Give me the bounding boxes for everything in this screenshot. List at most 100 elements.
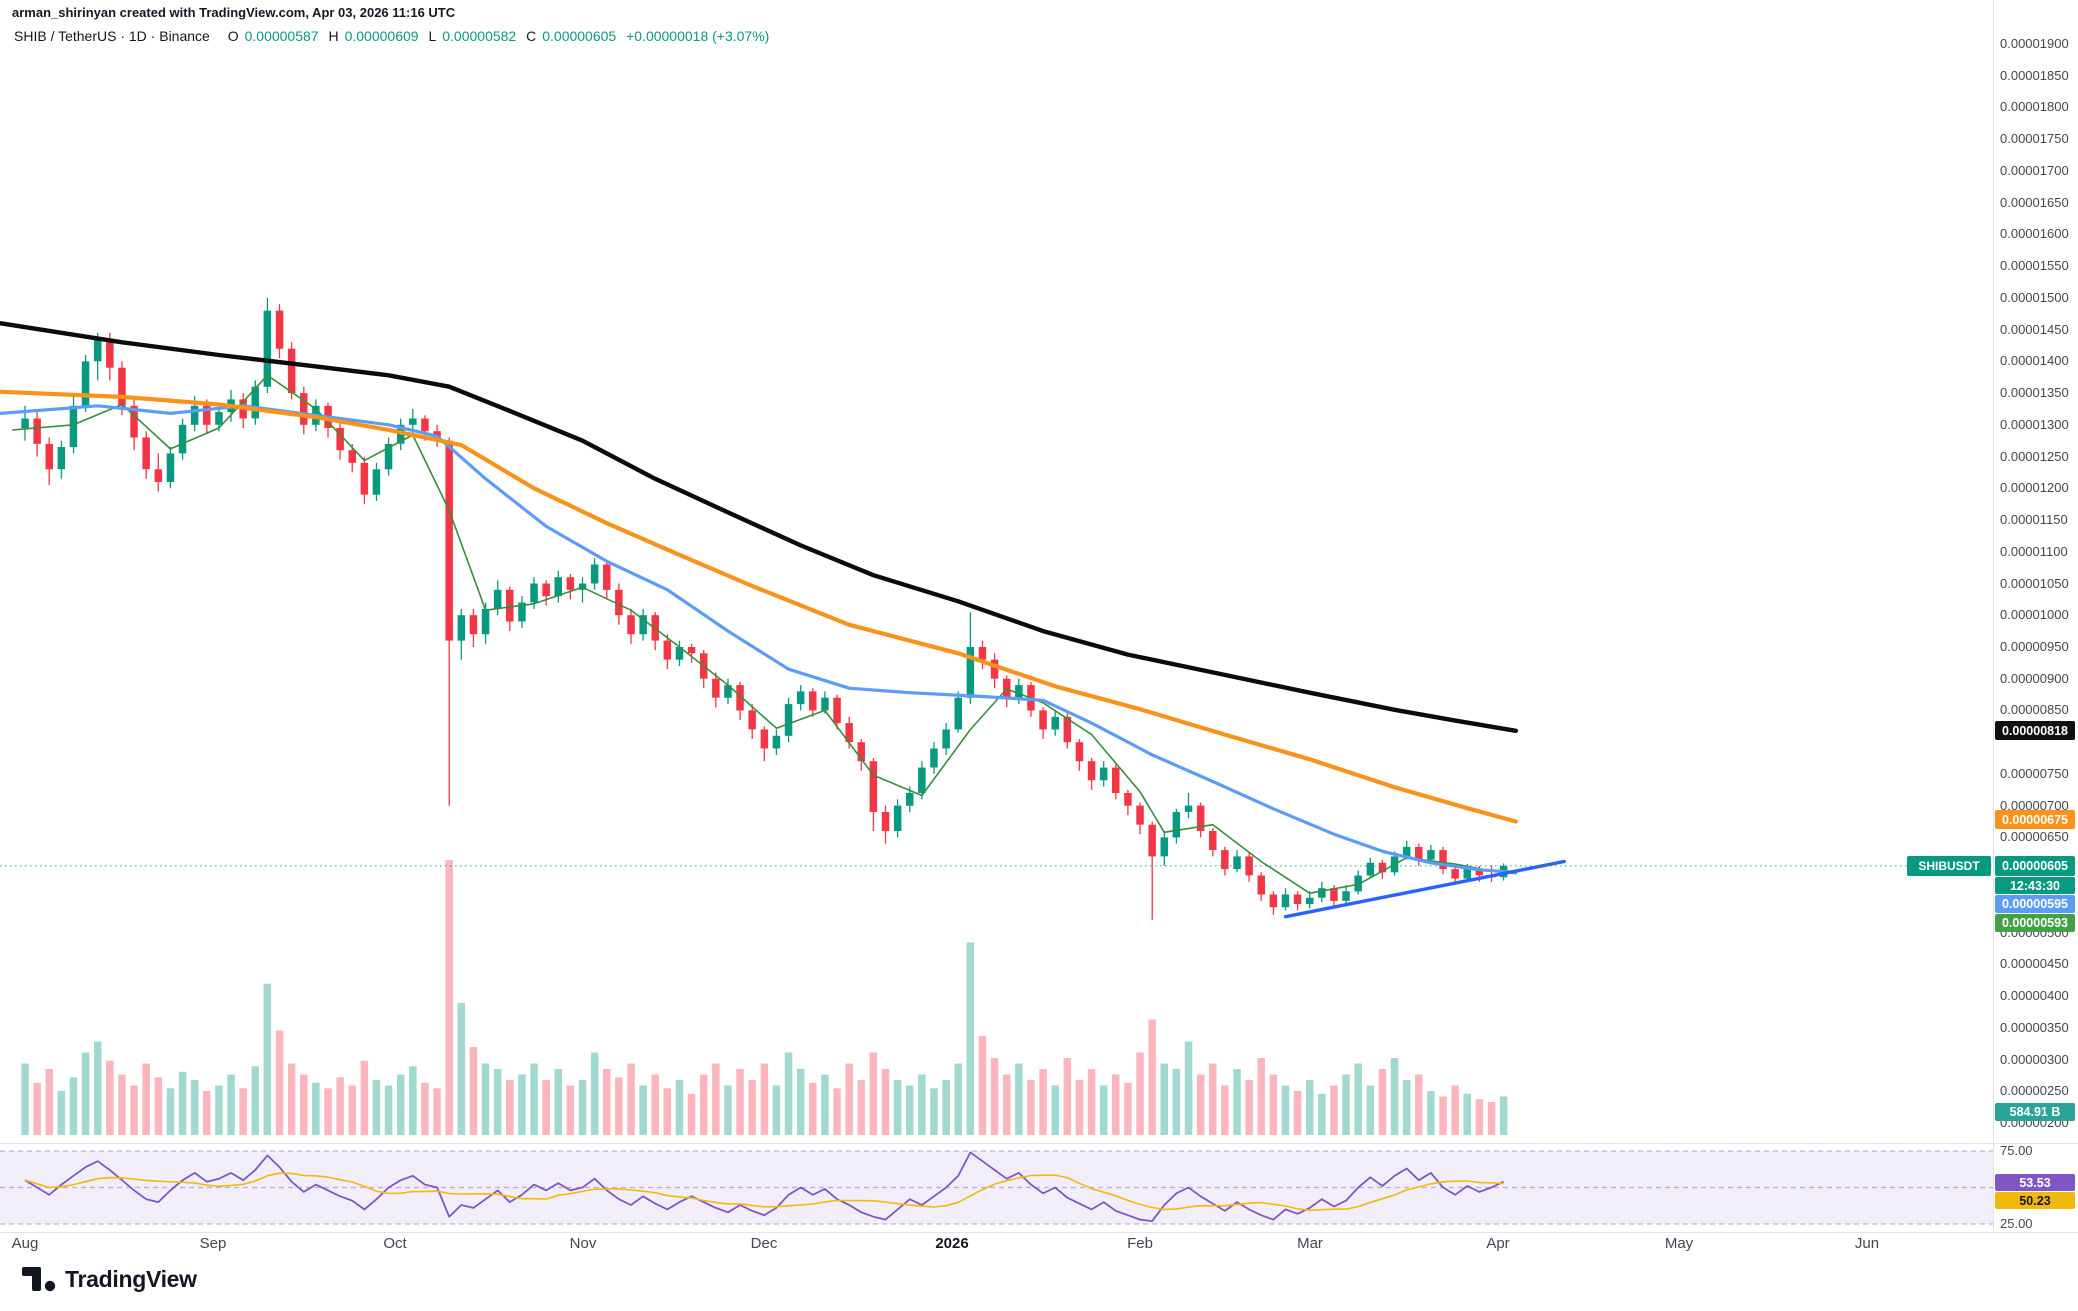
volume-bar [978, 1036, 987, 1135]
high-value: 0.00000609 [344, 28, 419, 44]
candle-body [724, 685, 732, 698]
candle-body [1075, 742, 1084, 762]
volume-bar [1499, 1096, 1508, 1135]
volume-bar [518, 1074, 526, 1135]
volume-bar [736, 1069, 744, 1135]
candle-body [530, 583, 538, 603]
volume-bar [542, 1080, 550, 1135]
candle-body [445, 440, 453, 641]
candle-body [1306, 897, 1314, 904]
volume-bar [942, 1080, 950, 1135]
candle-body [336, 428, 344, 451]
volume-bar [675, 1080, 684, 1135]
volume-bar [603, 1069, 611, 1135]
candle-body [590, 564, 599, 584]
volume-bar [845, 1063, 853, 1135]
volume-bar [336, 1077, 344, 1136]
candle-body [966, 647, 975, 698]
candle-body [130, 405, 138, 438]
ma100-price-badge: 0.00000675 [1995, 810, 2075, 829]
volume-bar [1099, 1085, 1108, 1135]
volume-bar [1112, 1074, 1120, 1135]
candle-body [1318, 888, 1326, 898]
candle-body [433, 431, 441, 438]
volume-bar [1281, 1085, 1290, 1135]
volume-bar [869, 1052, 878, 1135]
price-axis[interactable]: 0.00001900 0.00001850 0.00001800 0.00001750… [1993, 0, 2078, 1232]
rsi-band [0, 1151, 1993, 1224]
candle-body [1063, 716, 1072, 743]
time-axis-label: Nov [569, 1235, 597, 1252]
volume-bar [663, 1088, 672, 1136]
volume-bar [1051, 1085, 1059, 1135]
volume-bar [1475, 1099, 1484, 1136]
volume-bar [409, 1066, 417, 1136]
volume-bar [227, 1074, 235, 1135]
price-tick-label: 0.00001350 [2000, 385, 2069, 400]
candle-body [215, 412, 223, 425]
volume-bar [118, 1074, 126, 1135]
volume-bar [821, 1074, 829, 1135]
rsi-level-25-label: 25.00 [2000, 1216, 2033, 1231]
candle-body [845, 723, 853, 743]
candle-body [1051, 716, 1059, 730]
volume-bar [627, 1063, 635, 1135]
candle-body [118, 367, 126, 406]
volume-bar [760, 1063, 769, 1135]
price-tick-label: 0.00000300 [2000, 1052, 2069, 1067]
symbol-title[interactable]: SHIB / TetherUS · 1D · Binance [14, 28, 210, 44]
candle-body [481, 608, 490, 635]
change-value: +0.00000018 (+3.07%) [626, 28, 770, 44]
candle-body [493, 589, 502, 609]
candle-body [1342, 891, 1350, 901]
volume-bar [530, 1063, 538, 1135]
price-tick-label: 0.00001300 [2000, 417, 2069, 432]
volume-bar [57, 1091, 66, 1135]
candle-body [930, 748, 938, 768]
volume-bar [893, 1080, 902, 1135]
volume-bar [1160, 1063, 1168, 1135]
price-tick-label: 0.00001250 [2000, 449, 2069, 464]
price-tick-label: 0.00000400 [2000, 988, 2069, 1003]
close-label: C [526, 28, 537, 44]
volume-bar [263, 983, 272, 1136]
candle-body [1330, 888, 1338, 901]
candle-body [1015, 685, 1023, 698]
price-tick-label: 0.00001450 [2000, 322, 2069, 337]
price-tick-label: 0.00001850 [2000, 68, 2069, 83]
candle-body [1463, 869, 1471, 879]
volume-bar [578, 1080, 587, 1135]
price-tick-label: 0.00000750 [2000, 766, 2069, 781]
rsi-ma-value-badge: 50.23 [1995, 1192, 2075, 1209]
volume-bar [1269, 1074, 1278, 1135]
volume-bar [1451, 1085, 1459, 1135]
volume-bar [166, 1088, 175, 1136]
candle-body [918, 767, 926, 793]
tradingview-logo-text: TradingView [65, 1265, 197, 1292]
volume-bar [796, 1069, 805, 1135]
volume-bar [33, 1082, 41, 1136]
candle-body [1112, 767, 1120, 793]
volume-bar [142, 1063, 150, 1135]
candle-body [954, 697, 962, 730]
candle-body [796, 691, 805, 705]
candle-body [300, 393, 308, 425]
time-axis[interactable]: Aug Sep Oct Nov Dec 2026 Feb Mar Apr May Jun [0, 1233, 2078, 1265]
candle-body [772, 735, 781, 749]
volume-bar [1439, 1096, 1447, 1135]
candle-body [178, 424, 187, 454]
ma100-line [0, 389, 1518, 824]
price-tick-label: 0.00001900 [2000, 36, 2069, 51]
candle-body [94, 339, 102, 362]
volume-bar [457, 1003, 466, 1135]
last-price-symbol-flag: SHIBUSDT [1907, 856, 1991, 876]
candle-body [1415, 846, 1423, 860]
volume-bar [615, 1077, 623, 1136]
candle-body [857, 742, 865, 762]
volume-bar [190, 1080, 199, 1135]
candle-body [906, 793, 914, 806]
volume-bar [639, 1085, 647, 1135]
tradingview-logo[interactable]: TradingView [22, 1264, 197, 1294]
time-axis-label: Mar [1297, 1235, 1323, 1252]
